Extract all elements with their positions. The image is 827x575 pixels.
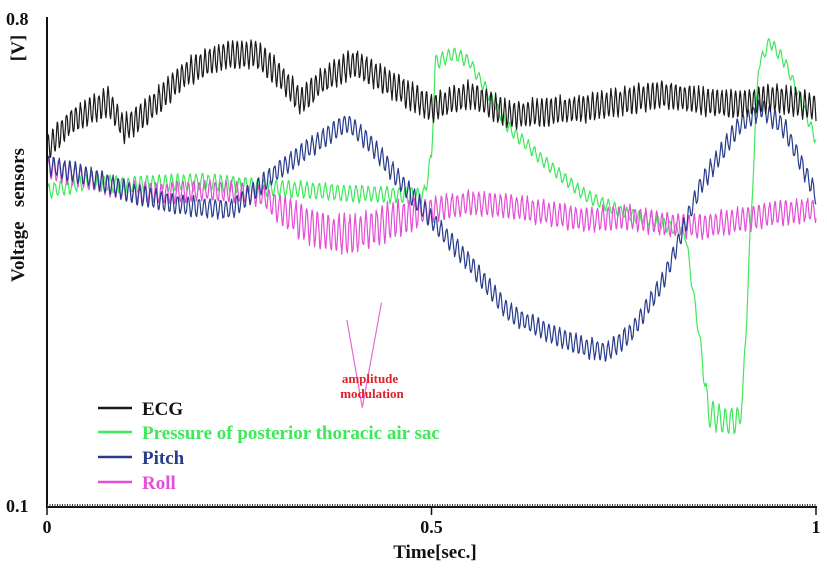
y-axis-title: Voltage sensors (8, 148, 29, 282)
axes-layer (46, 17, 817, 515)
series-line-pitch (46, 99, 817, 362)
series-line-ecg (46, 39, 817, 158)
x-tick-label-05: 0.5 (420, 517, 443, 537)
legend: ECG Pressure of posterior thoracic air s… (98, 399, 440, 494)
tick-labels: 0.8 0.1 0 0.5 1 (6, 9, 821, 537)
y-tick-label-top: 0.8 (6, 9, 29, 29)
annotation-pointer-0 (346, 319, 363, 408)
series-layer (46, 38, 817, 435)
legend-item-roll: Roll (98, 473, 176, 494)
legend-label-pitch: Pitch (142, 448, 185, 469)
legend-label-pressure: Pressure of posterior thoracic air sac (142, 423, 440, 444)
annotation: amplitude modulation (340, 302, 405, 408)
x-axis-title: Time[sec.] (393, 542, 477, 563)
y-tick-label-bottom: 0.1 (6, 496, 29, 516)
legend-item-ecg: ECG (98, 399, 183, 420)
legend-item-pitch: Pitch (98, 448, 185, 469)
legend-label-roll: Roll (142, 473, 176, 494)
y-axis-unit: [V] (8, 35, 29, 61)
x-tick-label-1: 1 (812, 517, 821, 537)
series-line-pressure-of-posterior-thoracic-air-sac (46, 38, 817, 435)
x-tick-label-0: 0 (43, 517, 52, 537)
legend-label-ecg: ECG (142, 399, 183, 420)
annotation-text-line-2: modulation (340, 386, 404, 401)
series-line-roll (46, 155, 817, 255)
legend-item-pressure: Pressure of posterior thoracic air sac (98, 423, 440, 444)
annotation-pointer-1 (361, 302, 383, 408)
annotation-text-line-1: amplitude (342, 371, 399, 386)
